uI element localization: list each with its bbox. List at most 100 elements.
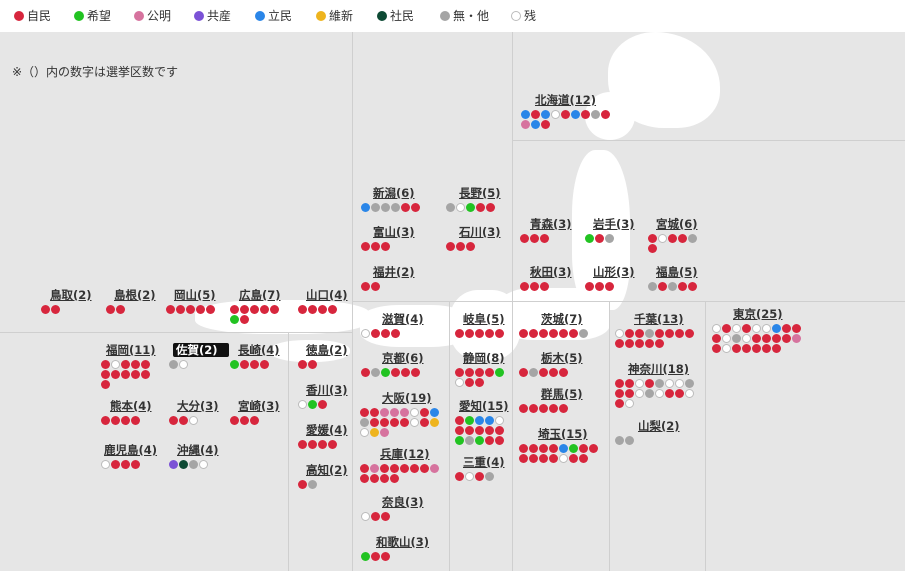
seat-dot-mushozoku bbox=[648, 282, 657, 291]
prefecture-link[interactable]: 山口(4) bbox=[306, 288, 348, 302]
prefecture-link[interactable]: 愛知(15) bbox=[459, 399, 509, 413]
legend-item-koumei: 公明 bbox=[134, 7, 171, 24]
prefecture-link[interactable]: 群馬(5) bbox=[541, 387, 583, 401]
prefecture-link[interactable]: 三重(4) bbox=[463, 455, 505, 469]
prefecture-link[interactable]: 香川(3) bbox=[306, 383, 348, 397]
prefecture-link[interactable]: 東京(25) bbox=[733, 307, 783, 321]
seat-dot-jimin bbox=[446, 242, 455, 251]
prefecture-link[interactable]: 神奈川(18) bbox=[628, 362, 690, 376]
prefecture-link[interactable]: 宮城(6) bbox=[656, 217, 698, 231]
legend-item-shamin: 社民 bbox=[377, 7, 414, 24]
seat-dots bbox=[361, 552, 421, 562]
seat-dot-jimin bbox=[595, 234, 604, 243]
prefecture-link[interactable]: 徳島(2) bbox=[306, 343, 348, 357]
seat-dot-jimin bbox=[455, 329, 464, 338]
seat-dot-jimin bbox=[685, 329, 694, 338]
seat-dot-jimin bbox=[465, 378, 474, 387]
legend-label: 社民 bbox=[390, 9, 415, 23]
prefecture-link[interactable]: 和歌山(3) bbox=[376, 535, 430, 549]
seat-dots bbox=[585, 282, 645, 292]
seat-dot-jimin bbox=[485, 368, 494, 377]
seat-dot-jimin bbox=[549, 444, 558, 453]
prefecture-link[interactable]: 岐阜(5) bbox=[463, 312, 505, 326]
prefecture-link[interactable]: 石川(3) bbox=[459, 225, 501, 239]
seat-dot-jimin bbox=[678, 234, 687, 243]
prefecture-link[interactable]: 鳥取(2) bbox=[50, 288, 92, 302]
seat-dot-kibou bbox=[230, 360, 239, 369]
prefecture-link[interactable]: 鹿児島(4) bbox=[104, 443, 158, 457]
prefecture-kagawa: 香川(3) bbox=[298, 383, 358, 410]
prefecture-link[interactable]: 島根(2) bbox=[114, 288, 156, 302]
seat-dot-jimin bbox=[298, 480, 307, 489]
prefecture-link[interactable]: 兵庫(12) bbox=[380, 447, 430, 461]
seat-dot-zan bbox=[635, 379, 644, 388]
seat-dot-mushozoku bbox=[360, 418, 369, 427]
prefecture-link[interactable]: 熊本(4) bbox=[110, 399, 152, 413]
prefecture-link[interactable]: 沖縄(4) bbox=[177, 443, 219, 457]
prefecture-link[interactable]: 高知(2) bbox=[306, 463, 348, 477]
seat-dots bbox=[519, 368, 579, 378]
seat-dot-jimin bbox=[308, 305, 317, 314]
prefecture-okinawa: 沖縄(4) bbox=[169, 443, 229, 470]
prefecture-link[interactable]: 栃木(5) bbox=[541, 351, 583, 365]
prefecture-link[interactable]: 長崎(4) bbox=[238, 343, 280, 357]
seat-dots bbox=[298, 400, 358, 410]
prefecture-tochigi: 栃木(5) bbox=[519, 351, 583, 378]
prefecture-link[interactable]: 富山(3) bbox=[373, 225, 415, 239]
legend-item-ishin: 維新 bbox=[316, 7, 353, 24]
seat-dot-zan bbox=[722, 334, 731, 343]
seat-dot-koumei bbox=[380, 408, 389, 417]
prefecture-link[interactable]: 茨城(7) bbox=[541, 312, 583, 326]
prefecture-link-selected[interactable]: 佐賀(2) bbox=[173, 343, 229, 357]
seat-dot-mushozoku bbox=[605, 234, 614, 243]
prefecture-link[interactable]: 滋賀(4) bbox=[382, 312, 424, 326]
seat-dot-jimin bbox=[605, 282, 614, 291]
prefecture-link[interactable]: 埼玉(15) bbox=[538, 427, 588, 441]
prefecture-link[interactable]: 山梨(2) bbox=[638, 419, 680, 433]
prefecture-link[interactable]: 大分(3) bbox=[177, 399, 219, 413]
seat-dot-kibou bbox=[381, 368, 390, 377]
seat-dot-jimin bbox=[485, 436, 494, 445]
prefecture-link[interactable]: 福島(5) bbox=[656, 265, 698, 279]
prefecture-link[interactable]: 新潟(6) bbox=[373, 186, 415, 200]
seat-dots bbox=[521, 110, 611, 130]
seat-dot-zan bbox=[675, 379, 684, 388]
seat-dot-jimin bbox=[519, 454, 528, 463]
prefecture-link[interactable]: 長野(5) bbox=[459, 186, 501, 200]
seat-dot-jimin bbox=[240, 305, 249, 314]
prefecture-link[interactable]: 岡山(5) bbox=[174, 288, 216, 302]
seat-dot-jimin bbox=[475, 426, 484, 435]
seat-dot-zan bbox=[615, 329, 624, 338]
prefecture-link[interactable]: 山形(3) bbox=[593, 265, 635, 279]
prefecture-link[interactable]: 愛媛(4) bbox=[306, 423, 348, 437]
prefecture-link[interactable]: 福岡(11) bbox=[106, 343, 156, 357]
prefecture-link[interactable]: 千葉(13) bbox=[634, 312, 684, 326]
prefecture-toyama: 富山(3) bbox=[361, 225, 421, 252]
prefecture-link[interactable]: 秋田(3) bbox=[530, 265, 572, 279]
seat-dot-jimin bbox=[361, 282, 370, 291]
seat-dot-jimin bbox=[465, 329, 474, 338]
prefecture-niigata: 新潟(6) bbox=[361, 186, 431, 213]
prefecture-fukui: 福井(2) bbox=[361, 265, 421, 292]
prefecture-hiroshima: 広島(7) bbox=[230, 288, 282, 325]
prefecture-link[interactable]: 大阪(19) bbox=[382, 391, 432, 405]
prefecture-link[interactable]: 京都(6) bbox=[382, 351, 424, 365]
prefecture-link[interactable]: 福井(2) bbox=[373, 265, 415, 279]
prefecture-saga: 佐賀(2) bbox=[169, 343, 229, 370]
seat-dot-jimin bbox=[411, 203, 420, 212]
seat-dot-jimin bbox=[559, 368, 568, 377]
seat-dot-zan bbox=[111, 360, 120, 369]
seat-dot-mushozoku bbox=[645, 329, 654, 338]
prefecture-link[interactable]: 静岡(8) bbox=[463, 351, 505, 365]
prefecture-link[interactable]: 奈良(3) bbox=[382, 495, 424, 509]
prefecture-link[interactable]: 岩手(3) bbox=[593, 217, 635, 231]
prefecture-link[interactable]: 広島(7) bbox=[239, 288, 281, 302]
prefecture-kumamoto: 熊本(4) bbox=[101, 399, 161, 426]
prefecture-link[interactable]: 青森(3) bbox=[530, 217, 572, 231]
seat-dot-jimin bbox=[752, 344, 761, 353]
legend-swatch bbox=[134, 11, 144, 21]
prefecture-link[interactable]: 北海道(12) bbox=[535, 93, 597, 107]
seat-dot-jimin bbox=[561, 110, 570, 119]
prefecture-link[interactable]: 宮崎(3) bbox=[238, 399, 280, 413]
seat-dot-jimin bbox=[298, 360, 307, 369]
